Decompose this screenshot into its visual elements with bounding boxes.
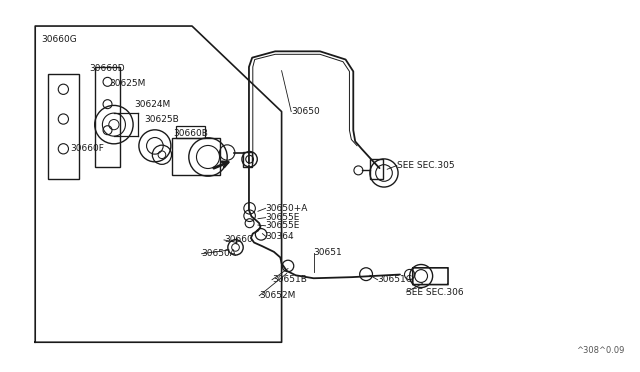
Text: 30660D: 30660D — [90, 64, 125, 73]
Text: 30660: 30660 — [224, 235, 253, 244]
Text: 30651B: 30651B — [272, 275, 307, 284]
Bar — [370, 159, 383, 179]
Text: 30655E: 30655E — [266, 213, 300, 222]
Text: 30651: 30651 — [314, 248, 342, 257]
Text: ^308^0.09: ^308^0.09 — [575, 346, 624, 355]
Text: SEE SEC.305: SEE SEC.305 — [397, 161, 454, 170]
Text: 30650A: 30650A — [202, 249, 236, 258]
Text: 30625B: 30625B — [144, 115, 179, 124]
Text: SEE SEC.306: SEE SEC.306 — [406, 288, 464, 296]
Bar — [176, 126, 205, 138]
Bar — [172, 138, 220, 175]
Text: 30650+A: 30650+A — [266, 204, 308, 213]
Bar — [48, 74, 79, 179]
Text: 30660G: 30660G — [42, 35, 77, 44]
Text: 30655E: 30655E — [266, 221, 300, 230]
Text: 30651C: 30651C — [378, 275, 413, 284]
Bar — [95, 67, 120, 167]
Text: 30625M: 30625M — [109, 79, 145, 88]
Text: 30364: 30364 — [266, 232, 294, 241]
Text: 30650: 30650 — [291, 107, 320, 116]
Text: 30660B: 30660B — [173, 129, 207, 138]
Text: 30660F: 30660F — [70, 144, 104, 153]
Bar — [243, 152, 252, 167]
Text: 30652M: 30652M — [259, 291, 296, 300]
Text: 30624M: 30624M — [134, 100, 171, 109]
